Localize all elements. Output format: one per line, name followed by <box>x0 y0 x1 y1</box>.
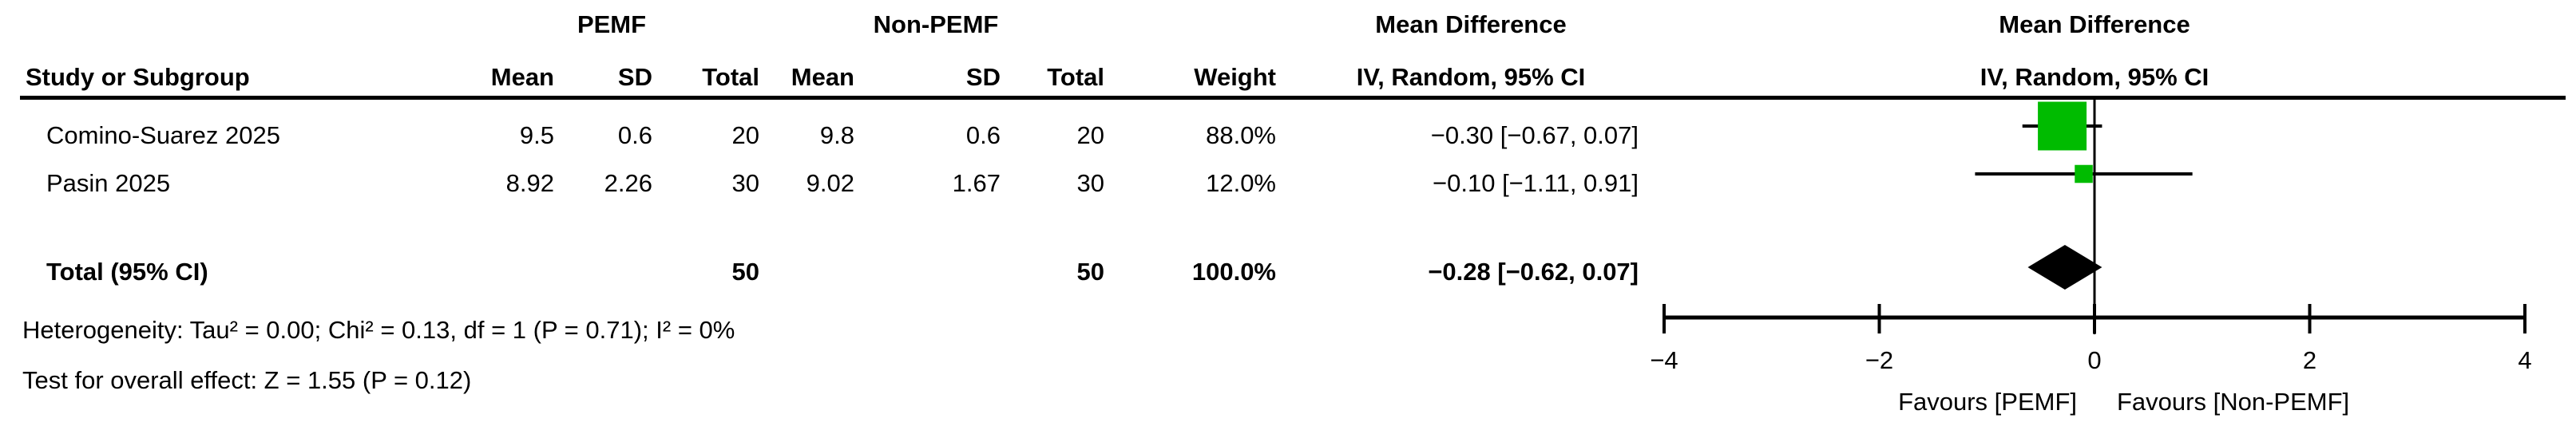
study-name: Pasin 2025 <box>46 169 171 197</box>
study-weight-square <box>2038 101 2087 151</box>
forest-plot-graphic: −4 −2 0 2 4 Favours [PEMF] Favours [Non-PEMF] <box>1650 100 2532 416</box>
favours-left-label: Favours [PEMF] <box>1898 388 2077 416</box>
col-mean2-label: Mean <box>791 63 854 91</box>
heterogeneity-text: Heterogeneity: Tau² = 0.00; Chi² = 0.13,… <box>22 316 735 344</box>
mean2-value: 9.8 <box>819 121 854 149</box>
x-axis-tick-label: −2 <box>1865 346 1893 374</box>
favours-right-label: Favours [Non-PEMF] <box>2117 388 2349 416</box>
col-total2-label: Total <box>1047 63 1104 91</box>
effect-header-plot: Mean Difference <box>1999 10 2190 38</box>
total2-value: 30 <box>1076 169 1104 197</box>
study-weight-square <box>2075 164 2093 183</box>
group2-header: Non-PEMF <box>873 10 999 38</box>
mean1-value: 9.5 <box>519 121 554 149</box>
weight-value: 88.0% <box>1206 121 1276 149</box>
x-axis-tick-label: −4 <box>1650 346 1678 374</box>
col-ci-label-plot: IV, Random, 95% CI <box>1980 63 2209 91</box>
weight-sum: 100.0% <box>1191 258 1276 286</box>
x-axis-tick-label: 2 <box>2303 346 2316 374</box>
header-column-row: Study or Subgroup Mean SD Total Mean SD … <box>0 62 2576 93</box>
total-row: Total (95% CI) 50 50 100.0% −0.28 [−0.62… <box>0 257 2576 287</box>
sd1-value: 0.6 <box>617 121 652 149</box>
col-weight-label: Weight <box>1194 63 1276 91</box>
heterogeneity-row: Heterogeneity: Tau² = 0.00; Chi² = 0.13,… <box>0 315 2576 345</box>
mean2-value: 9.02 <box>806 169 854 197</box>
col-sd1-label: SD <box>617 63 652 91</box>
col-study-label: Study or Subgroup <box>26 63 250 91</box>
col-sd2-label: SD <box>965 63 1001 91</box>
study-name: Comino-Suarez 2025 <box>46 121 280 149</box>
total1-value: 20 <box>731 121 759 149</box>
total1-value: 30 <box>731 169 759 197</box>
mean1-value: 8.92 <box>505 169 554 197</box>
total-diamond <box>2027 245 2102 290</box>
col-total1-label: Total <box>702 63 759 91</box>
header-underline <box>20 96 2566 100</box>
table-row: Comino-Suarez 2025 9.5 0.6 20 9.8 0.6 20… <box>0 120 2576 151</box>
total1-sum: 50 <box>731 258 759 286</box>
table-row: Pasin 2025 8.92 2.26 30 9.02 1.67 30 12.… <box>0 168 2576 199</box>
effect-header-table: Mean Difference <box>1375 10 1567 38</box>
group1-header: PEMF <box>577 10 647 38</box>
col-mean1-label: Mean <box>490 63 554 91</box>
sd2-value: 0.6 <box>965 121 1001 149</box>
total2-sum: 50 <box>1076 258 1104 286</box>
total2-value: 20 <box>1076 121 1104 149</box>
sd1-value: 2.26 <box>604 169 652 197</box>
header-group-row: PEMF Non-PEMF Mean Difference Mean Diffe… <box>0 10 2576 40</box>
overall-effect-row: Test for overall effect: Z = 1.55 (P = 0… <box>0 365 2576 396</box>
ci-text-value: −0.30 [−0.67, 0.07] <box>1430 121 1639 149</box>
x-axis-tick-label: 0 <box>2087 346 2101 374</box>
total-label: Total (95% CI) <box>46 258 208 286</box>
col-ci-label-table: IV, Random, 95% CI <box>1356 63 1586 91</box>
weight-value: 12.0% <box>1206 169 1276 197</box>
pooled-ci-text: −0.28 [−0.62, 0.07] <box>1428 258 1639 286</box>
ci-text-value: −0.10 [−1.11, 0.91] <box>1433 169 1639 197</box>
x-axis-tick-label: 4 <box>2518 346 2531 374</box>
overall-effect-text: Test for overall effect: Z = 1.55 (P = 0… <box>22 366 472 394</box>
sd2-value: 1.67 <box>952 169 1001 197</box>
